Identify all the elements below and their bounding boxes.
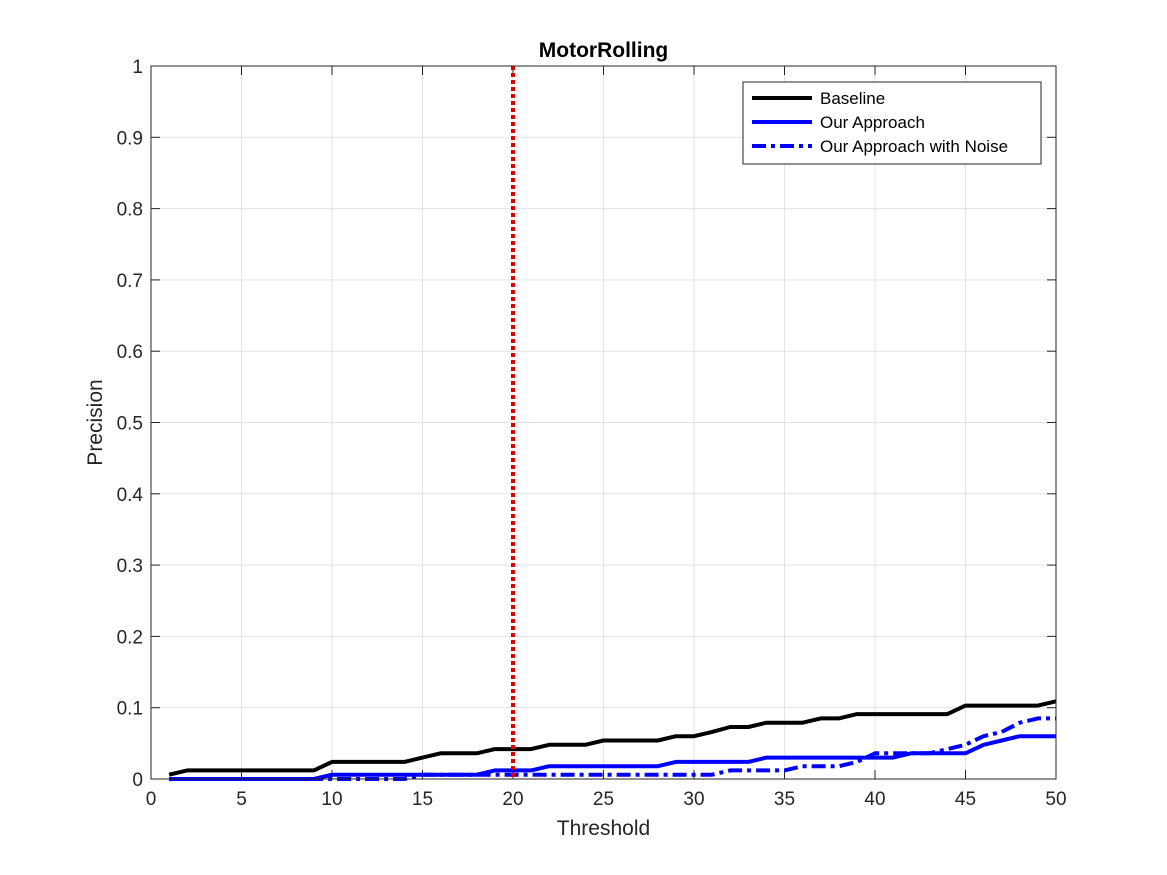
x-tick-label: 35 [774,789,795,810]
grid [151,66,1056,779]
y-tick-label: 0.1 [117,699,143,720]
y-tick-label: 0.7 [117,271,143,292]
x-tick-label: 50 [1045,789,1066,810]
x-tick-label: 5 [236,789,247,810]
x-tick-label: 10 [321,789,342,810]
x-tick-label: 25 [593,789,614,810]
x-tick-label: 20 [502,789,523,810]
x-tick-label: 45 [955,789,976,810]
series-line-baseline [168,699,1057,777]
y-tick-label: 1 [132,57,143,78]
legend-label-our-approach-noise: Our Approach with Noise [820,137,1008,156]
x-tick-label: 0 [146,789,157,810]
y-tick-label: 0.2 [117,627,143,648]
x-axis-label: Threshold [557,817,650,840]
y-tick-label: 0.6 [117,342,143,363]
y-tick-label: 0 [132,770,143,791]
y-tick-label: 0.9 [117,128,143,149]
chart-title: MotorRolling [539,39,668,62]
y-tick-label: 0.8 [117,200,143,221]
y-tick-label: 0.5 [117,414,143,435]
legend: Baseline Our Approach Our Approach with … [742,81,1042,165]
y-axis-label: Precision [84,379,107,465]
y-tick-label: 0.4 [117,485,144,506]
plot-frame [150,65,1057,780]
tick-labels: 0 5 10 15 20 25 30 35 40 45 50 0 0.1 0.2 0.3 0.4 0.5 0.6 0… [117,57,1067,810]
legend-label-our-approach: Our Approach [820,113,925,132]
legend-label-baseline: Baseline [820,89,885,108]
x-tick-label: 40 [864,789,885,810]
x-tick-label: 15 [412,789,433,810]
x-tick-label: 30 [683,789,704,810]
y-tick-label: 0.3 [117,556,143,577]
